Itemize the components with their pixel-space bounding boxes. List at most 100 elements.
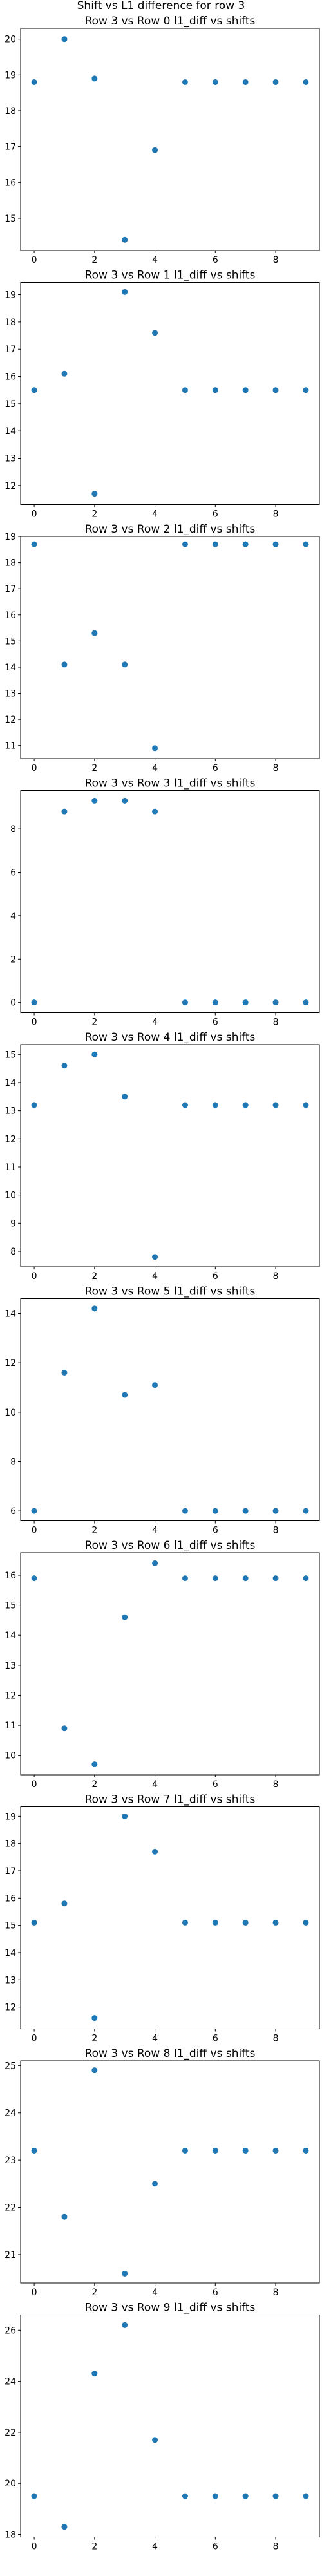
y-tick-label: 18 xyxy=(5,317,16,328)
axes-frame xyxy=(20,282,320,505)
x-tick-label: 0 xyxy=(32,2287,37,2298)
y-tick-label: 20 xyxy=(5,35,16,45)
data-point xyxy=(61,36,68,43)
x-tick-label: 6 xyxy=(213,509,218,520)
y-tick-label: 6 xyxy=(10,868,16,878)
x-tick-label: 4 xyxy=(152,763,158,773)
data-point xyxy=(152,1382,158,1388)
data-point xyxy=(303,2493,309,2499)
y-tick-label: 10 xyxy=(5,1751,16,1761)
data-point xyxy=(91,630,98,636)
y-tick-label: 16 xyxy=(5,1893,16,1904)
subplot: Row 3 vs Row 2 l1_diff vs shifts 0 2 4 6 8 11 1… xyxy=(5,523,320,773)
y-tick-label: 18 xyxy=(5,1839,16,1850)
data-point xyxy=(122,1094,128,1100)
x-tick-label: 2 xyxy=(91,1779,97,1790)
x-tick-label: 4 xyxy=(152,1018,158,1028)
subplot: Row 3 vs Row 6 l1_diff vs shifts 0 2 4 6 8 10 1… xyxy=(5,1539,320,1790)
data-point xyxy=(61,808,68,815)
x-tick-label: 2 xyxy=(91,1271,97,1282)
data-point xyxy=(272,541,279,547)
y-tick-label: 25 xyxy=(5,2061,16,2071)
data-point xyxy=(272,79,279,85)
axes-frame xyxy=(20,1806,320,2029)
y-tick-label: 8 xyxy=(10,824,16,835)
data-point xyxy=(303,79,309,85)
data-point xyxy=(272,999,279,1006)
data-point xyxy=(152,808,158,815)
x-tick-label: 0 xyxy=(32,1018,37,1028)
y-tick-label: 10 xyxy=(5,1191,16,1201)
data-point xyxy=(122,2322,128,2328)
data-point xyxy=(31,387,37,393)
axes-frame xyxy=(20,1552,320,1776)
x-tick-label: 8 xyxy=(273,1526,279,1536)
data-point xyxy=(182,1102,188,1108)
y-tick-label: 13 xyxy=(5,1975,16,1985)
data-point xyxy=(182,2493,188,2499)
data-point xyxy=(212,2493,218,2499)
x-tick-label: 2 xyxy=(91,1526,97,1536)
x-tick-label: 0 xyxy=(32,763,37,773)
data-point xyxy=(91,1051,98,1057)
subplot-title: Row 3 vs Row 7 l1_diff vs shifts xyxy=(85,1794,256,1806)
data-point xyxy=(212,387,218,393)
y-tick-label: 19 xyxy=(5,532,16,542)
subplot-title: Row 3 vs Row 2 l1_diff vs shifts xyxy=(85,523,256,536)
data-point xyxy=(272,387,279,393)
data-point xyxy=(122,289,128,295)
data-point xyxy=(242,1575,249,1582)
data-point xyxy=(303,999,309,1006)
x-tick-label: 6 xyxy=(213,1271,218,1282)
data-point xyxy=(182,79,188,85)
y-tick-label: 17 xyxy=(5,142,16,153)
subplot-title: Row 3 vs Row 9 l1_diff vs shifts xyxy=(85,2302,256,2315)
x-tick-label: 4 xyxy=(152,509,158,520)
y-tick-label: 18 xyxy=(5,558,16,569)
data-point xyxy=(122,1614,128,1620)
data-point xyxy=(91,491,98,497)
x-tick-label: 0 xyxy=(32,1271,37,1282)
x-tick-label: 8 xyxy=(273,255,279,265)
data-point xyxy=(122,1392,128,1398)
axes-frame xyxy=(20,2315,320,2537)
data-point xyxy=(31,541,37,547)
x-tick-label: 6 xyxy=(213,763,218,773)
data-point xyxy=(212,1508,218,1514)
x-tick-label: 8 xyxy=(273,1779,279,1790)
data-point xyxy=(31,2147,37,2154)
y-tick-label: 14 xyxy=(5,426,16,437)
data-point xyxy=(242,1102,249,1108)
y-tick-label: 12 xyxy=(5,1690,16,1701)
x-tick-label: 0 xyxy=(32,509,37,520)
data-point xyxy=(182,387,188,393)
x-tick-label: 0 xyxy=(32,1526,37,1536)
y-tick-label: 16 xyxy=(5,178,16,188)
y-tick-label: 15 xyxy=(5,1921,16,1931)
axes-frame xyxy=(20,2060,320,2284)
y-tick-label: 15 xyxy=(5,1601,16,1611)
x-tick-label: 6 xyxy=(213,2287,218,2298)
data-point xyxy=(303,1575,309,1582)
data-point xyxy=(91,797,98,804)
data-point xyxy=(272,1102,279,1108)
data-point xyxy=(272,1508,279,1514)
subplot: Row 3 vs Row 4 l1_diff vs shifts 0 2 4 6 8 8 9 1… xyxy=(5,1031,320,1282)
data-point xyxy=(242,1919,249,1926)
subplot: Row 3 vs Row 7 l1_diff vs shifts 0 2 4 6 8 12 1… xyxy=(5,1794,320,2044)
data-point xyxy=(152,1254,158,1260)
data-point xyxy=(61,370,68,377)
y-tick-label: 19 xyxy=(5,1812,16,1822)
y-tick-label: 12 xyxy=(5,715,16,725)
x-tick-label: 8 xyxy=(273,509,279,520)
data-point xyxy=(182,999,188,1006)
data-point xyxy=(152,745,158,752)
x-tick-label: 0 xyxy=(32,2542,37,2552)
subplot-title: Row 3 vs Row 3 l1_diff vs shifts xyxy=(85,777,256,790)
x-tick-label: 2 xyxy=(91,1018,97,1028)
data-point xyxy=(61,1900,68,1907)
y-tick-label: 17 xyxy=(5,584,16,594)
y-tick-label: 23 xyxy=(5,2155,16,2166)
data-point xyxy=(91,2067,98,2074)
